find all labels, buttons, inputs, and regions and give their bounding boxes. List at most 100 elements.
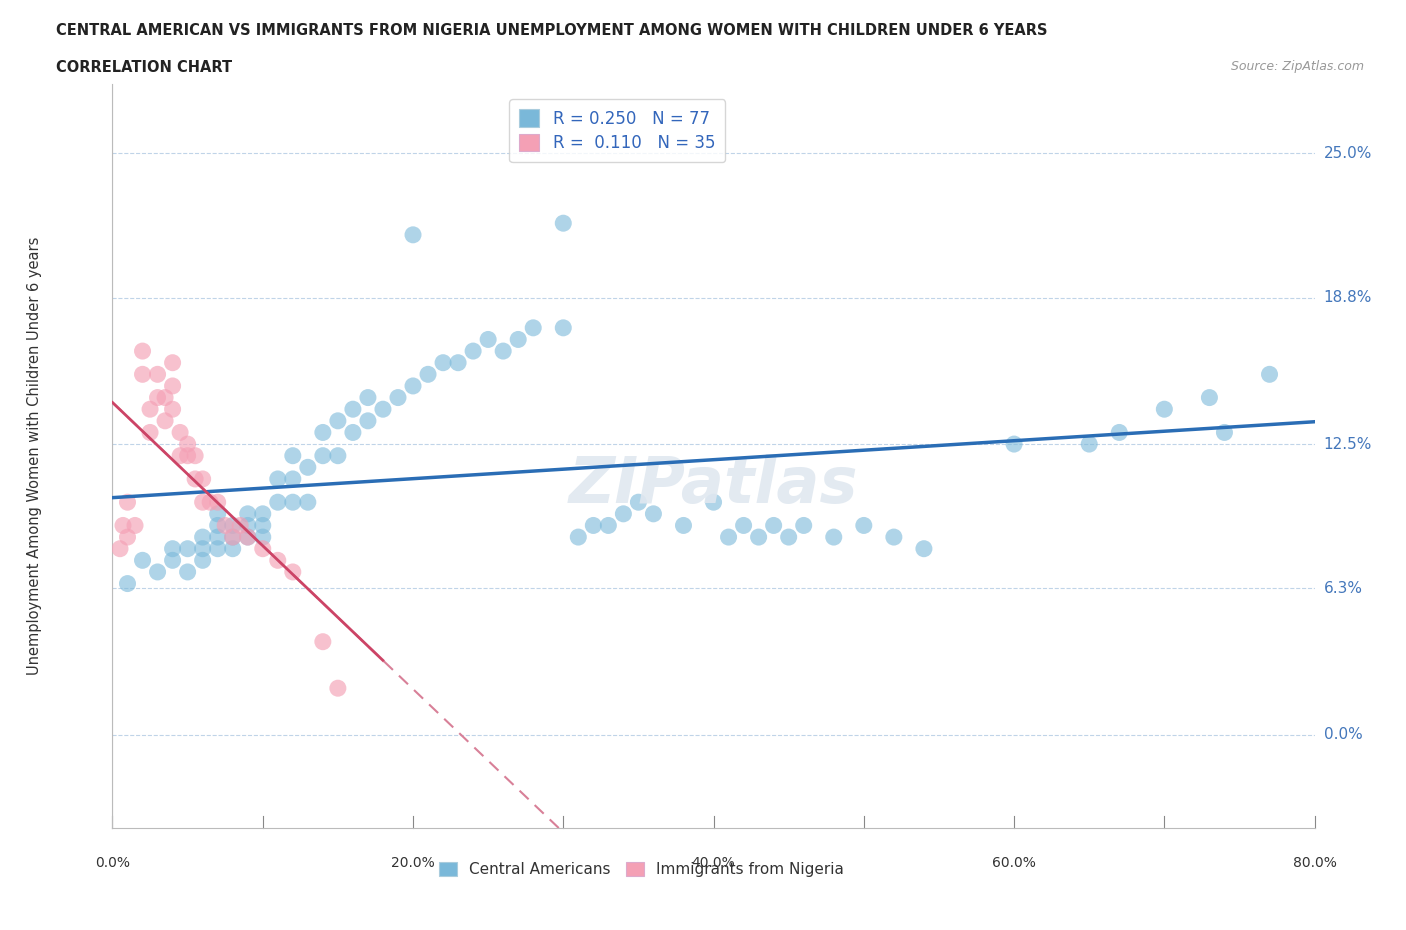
Point bbox=[357, 390, 380, 405]
Text: 18.8%: 18.8% bbox=[1323, 290, 1372, 305]
Point bbox=[281, 448, 304, 463]
Point bbox=[432, 355, 454, 370]
Point bbox=[117, 529, 139, 544]
Point bbox=[387, 390, 409, 405]
Text: CORRELATION CHART: CORRELATION CHART bbox=[56, 60, 232, 75]
Point bbox=[162, 379, 184, 393]
Point bbox=[117, 576, 139, 591]
Point bbox=[312, 448, 335, 463]
Point bbox=[207, 541, 229, 556]
Text: 12.5%: 12.5% bbox=[1323, 436, 1372, 452]
Point bbox=[111, 518, 134, 533]
Point bbox=[229, 518, 252, 533]
Point bbox=[357, 413, 380, 428]
Point bbox=[342, 402, 364, 417]
Point bbox=[222, 541, 245, 556]
Text: Unemployment Among Women with Children Under 6 years: Unemployment Among Women with Children U… bbox=[27, 236, 42, 675]
Point bbox=[627, 495, 650, 510]
Point bbox=[207, 495, 229, 510]
Point bbox=[402, 379, 425, 393]
Point bbox=[176, 436, 198, 451]
Point bbox=[146, 390, 169, 405]
Point bbox=[823, 529, 845, 544]
Point bbox=[733, 518, 755, 533]
Text: 0.0%: 0.0% bbox=[96, 856, 129, 870]
Point bbox=[402, 227, 425, 242]
Point bbox=[1002, 436, 1025, 451]
Point bbox=[1153, 402, 1175, 417]
Point bbox=[191, 552, 214, 567]
Point bbox=[198, 495, 221, 510]
Point bbox=[153, 390, 176, 405]
Point bbox=[522, 320, 544, 335]
Point bbox=[297, 495, 319, 510]
Text: 0.0%: 0.0% bbox=[1323, 727, 1362, 742]
Point bbox=[643, 506, 665, 521]
Point bbox=[252, 506, 274, 521]
Point bbox=[1258, 366, 1281, 381]
Point bbox=[1108, 425, 1130, 440]
Point bbox=[169, 425, 191, 440]
Point bbox=[236, 506, 259, 521]
Point bbox=[124, 518, 146, 533]
Point bbox=[117, 495, 139, 510]
Point bbox=[191, 472, 214, 486]
Point bbox=[1078, 436, 1101, 451]
Text: 80.0%: 80.0% bbox=[1292, 856, 1337, 870]
Point bbox=[146, 366, 169, 381]
Point bbox=[461, 343, 484, 358]
Point bbox=[598, 518, 620, 533]
Point bbox=[477, 332, 499, 347]
Point bbox=[162, 355, 184, 370]
Point bbox=[672, 518, 695, 533]
Point bbox=[108, 541, 131, 556]
Point bbox=[748, 529, 770, 544]
Legend: Central Americans, Immigrants from Nigeria: Central Americans, Immigrants from Niger… bbox=[433, 856, 851, 884]
Point bbox=[281, 472, 304, 486]
Point bbox=[184, 472, 207, 486]
Text: 6.3%: 6.3% bbox=[1323, 580, 1362, 596]
Point bbox=[312, 634, 335, 649]
Point bbox=[252, 529, 274, 544]
Point bbox=[131, 552, 153, 567]
Point bbox=[169, 448, 191, 463]
Text: CENTRAL AMERICAN VS IMMIGRANTS FROM NIGERIA UNEMPLOYMENT AMONG WOMEN WITH CHILDR: CENTRAL AMERICAN VS IMMIGRANTS FROM NIGE… bbox=[56, 23, 1047, 38]
Text: 60.0%: 60.0% bbox=[993, 856, 1036, 870]
Point bbox=[214, 518, 236, 533]
Text: 20.0%: 20.0% bbox=[391, 856, 434, 870]
Point bbox=[131, 366, 153, 381]
Point bbox=[236, 518, 259, 533]
Point bbox=[139, 402, 162, 417]
Point bbox=[717, 529, 740, 544]
Point bbox=[131, 343, 153, 358]
Point bbox=[312, 425, 335, 440]
Point bbox=[236, 529, 259, 544]
Point bbox=[176, 541, 198, 556]
Point bbox=[793, 518, 815, 533]
Text: Source: ZipAtlas.com: Source: ZipAtlas.com bbox=[1230, 60, 1364, 73]
Point bbox=[326, 413, 349, 428]
Point bbox=[162, 402, 184, 417]
Point bbox=[492, 343, 515, 358]
Point bbox=[447, 355, 470, 370]
Point bbox=[553, 216, 575, 231]
Point bbox=[702, 495, 725, 510]
Text: 40.0%: 40.0% bbox=[692, 856, 735, 870]
Point bbox=[162, 552, 184, 567]
Point bbox=[883, 529, 905, 544]
Point bbox=[176, 565, 198, 579]
Point bbox=[267, 552, 290, 567]
Point bbox=[153, 413, 176, 428]
Point bbox=[326, 681, 349, 696]
Point bbox=[342, 425, 364, 440]
Point bbox=[236, 529, 259, 544]
Point bbox=[416, 366, 439, 381]
Point bbox=[146, 565, 169, 579]
Point bbox=[222, 518, 245, 533]
Point bbox=[191, 495, 214, 510]
Point bbox=[582, 518, 605, 533]
Point bbox=[912, 541, 935, 556]
Point bbox=[207, 529, 229, 544]
Point bbox=[184, 448, 207, 463]
Point bbox=[191, 541, 214, 556]
